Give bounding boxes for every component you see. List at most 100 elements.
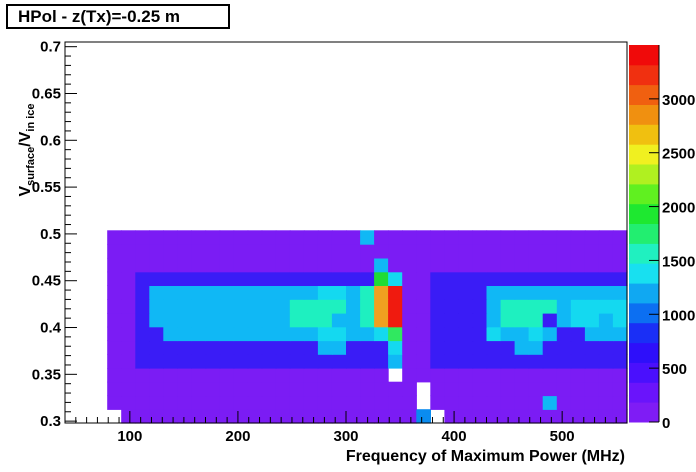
heatmap-cell	[163, 312, 178, 328]
heatmap-cell	[472, 244, 488, 259]
y-tick-label: 0.45	[32, 273, 61, 290]
heatmap-cell	[275, 244, 291, 259]
heatmap-cell	[121, 340, 136, 355]
heatmap-cell	[472, 230, 488, 245]
heatmap-cell	[261, 244, 277, 259]
colorbar-tick-label: 2500	[662, 146, 695, 163]
heatmap-cell	[303, 409, 319, 424]
heatmap-cell	[247, 230, 263, 245]
colorbar-swatch	[629, 183, 659, 205]
heatmap-cell	[346, 299, 361, 314]
heatmap-cell	[261, 257, 277, 273]
colorbar-swatch	[629, 144, 659, 165]
heatmap-cell	[303, 340, 319, 355]
y-tick-label: 0.35	[32, 366, 61, 383]
heatmap-cell	[584, 368, 600, 383]
heatmap-cell	[500, 299, 516, 314]
heatmap-cell	[289, 285, 305, 300]
heatmap-cell	[374, 354, 389, 369]
heatmap-cell	[500, 244, 516, 259]
colorbar-swatch	[629, 203, 659, 224]
heatmap-cell	[303, 285, 319, 300]
heatmap-cell	[331, 340, 347, 355]
heatmap-cell	[289, 257, 305, 273]
colorbar-swatch	[629, 322, 659, 344]
heatmap-cell	[107, 257, 122, 273]
heatmap-cell	[303, 326, 319, 342]
heatmap-cell	[205, 244, 221, 259]
heatmap-cell	[374, 368, 389, 383]
heatmap-cell	[500, 381, 516, 397]
heatmap-cell	[500, 368, 516, 383]
heatmap-cell	[528, 340, 544, 355]
heatmap-cell	[121, 299, 136, 314]
heatmap-cell	[598, 368, 614, 383]
heatmap-cell	[261, 381, 277, 397]
heatmap-cell	[261, 230, 277, 245]
heatmap-cell	[486, 368, 502, 383]
heatmap-cell	[219, 354, 235, 369]
heatmap-cell	[598, 354, 614, 369]
heatmap-cell	[388, 312, 403, 328]
heatmap-cell	[317, 312, 333, 328]
heatmap-cell	[149, 381, 164, 397]
heatmap-cell	[275, 326, 291, 342]
heatmap-cell	[317, 257, 333, 273]
heatmap-cell	[247, 381, 263, 397]
heatmap-cell	[149, 409, 164, 424]
heatmap-cell	[444, 381, 459, 397]
heatmap-cell	[374, 409, 389, 424]
heatmap-cell	[598, 326, 614, 342]
heatmap-cell	[556, 409, 572, 424]
heatmap-cell	[303, 312, 319, 328]
heatmap-cell	[191, 354, 207, 369]
heatmap-cell	[458, 312, 474, 328]
heatmap-cell	[458, 354, 474, 369]
heatmap-cell	[444, 285, 459, 300]
heatmap-cell	[514, 381, 530, 397]
heatmap-cell	[444, 271, 459, 286]
heatmap-cell	[275, 395, 291, 410]
heatmap-cell	[416, 271, 431, 286]
heatmap-cell	[275, 340, 291, 355]
heatmap-cell	[275, 285, 291, 300]
heatmap-cell	[444, 354, 459, 369]
colorbar-swatch	[629, 283, 659, 304]
heatmap-cell	[346, 257, 361, 273]
heatmap-cell	[261, 312, 277, 328]
heatmap-cell	[275, 271, 291, 286]
heatmap-cell	[247, 354, 263, 369]
heatmap-cell	[528, 312, 544, 328]
heatmap-cell	[528, 299, 544, 314]
heatmap-cell	[542, 257, 558, 273]
colorbar-swatch	[629, 302, 659, 324]
y-label-main: V	[17, 186, 34, 197]
heatmap-cell	[486, 340, 502, 355]
heatmap-cell	[346, 381, 361, 397]
heatmap-cell	[177, 326, 192, 342]
heatmap-cell	[346, 354, 361, 369]
heatmap-cell	[570, 271, 586, 286]
heatmap-cell	[177, 285, 192, 300]
heatmap-cell	[205, 312, 221, 328]
heatmap-cell	[528, 395, 544, 410]
heatmap-cell	[360, 299, 375, 314]
heatmap-cell	[570, 244, 586, 259]
heatmap-cell	[233, 340, 249, 355]
heatmap-cell	[233, 368, 249, 383]
heatmap-cell	[472, 312, 488, 328]
heatmap-cell	[584, 230, 600, 245]
heatmap-cell	[472, 340, 488, 355]
heatmap-cell	[612, 395, 628, 410]
heatmap-cell	[317, 285, 333, 300]
heatmap-cell	[430, 230, 445, 245]
heatmap-cell	[219, 326, 235, 342]
heatmap-cell	[528, 230, 544, 245]
heatmap-cell	[612, 381, 628, 397]
heatmap-cell	[317, 271, 333, 286]
heatmap-cell	[584, 299, 600, 314]
heatmap-cell	[135, 354, 150, 369]
heatmap-cell	[121, 368, 136, 383]
heatmap-cell	[191, 271, 207, 286]
heatmap-cell	[486, 354, 502, 369]
